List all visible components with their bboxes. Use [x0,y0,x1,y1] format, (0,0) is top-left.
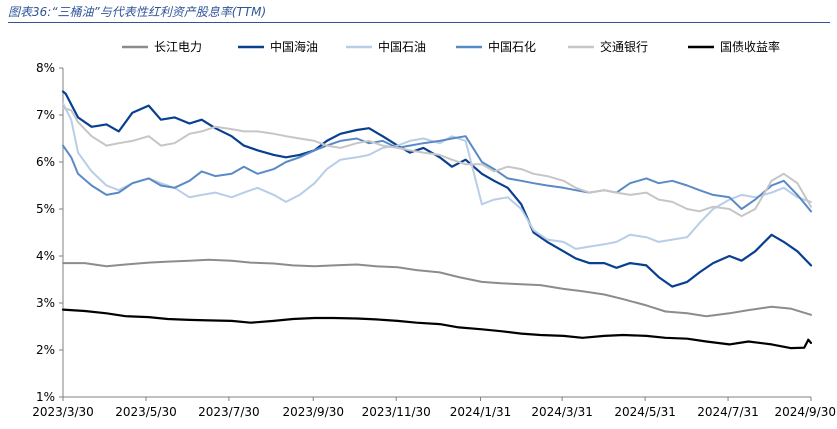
series-line-4 [62,106,812,218]
y-tick-label: 3% [36,296,55,310]
series-line-2 [62,102,812,250]
x-tick-label: 2023/9/30 [282,405,344,419]
y-tick-label: 8% [36,61,55,75]
series-line-0 [62,258,812,318]
title-underline [8,22,830,23]
x-tick-label: 2023/7/30 [198,405,260,419]
y-tick-label: 2% [36,343,55,357]
legend-label-1: 中国海油 [270,39,318,54]
x-tick-label: 2023/3/30 [32,405,94,419]
x-axis: 2023/3/30 2023/5/30 2023/7/30 2023/9/30 2023… [32,396,836,419]
legend-label-2: 中国石油 [378,39,426,54]
x-tick-label: 2024/1/31 [450,405,512,419]
series-layer [61,90,813,350]
series-line-5 [61,308,813,350]
x-tick-label: 2023/5/30 [115,405,177,419]
y-tick-label: 6% [36,155,55,169]
y-tick-label: 5% [36,202,55,216]
legend-label-5: 国债收益率 [720,39,780,54]
x-tick-label: 2024/9/30 [774,405,836,419]
y-tick-label: 4% [36,249,55,263]
legend-label-4: 交通银行 [600,39,648,54]
legend-label-0: 长江电力 [154,40,202,54]
x-tick-label: 2024/3/31 [531,405,593,419]
series-line-3 [62,135,812,213]
x-tick-label: 2023/11/30 [362,405,431,419]
y-axis: 1% 2% 3% 4% 5% 6% 7% 8% [36,61,64,404]
x-tick-label: 2024/5/31 [614,405,676,419]
y-tick-label: 7% [36,108,55,122]
figure-title: 图表36:“三桶油”与代表性红利资产股息率(TTM) [8,5,267,19]
y-tick-label: 1% [36,390,55,404]
series-line-1 [61,90,813,288]
x-tick-label: 2024/7/31 [697,405,759,419]
legend-label-3: 中国石化 [488,39,536,54]
legend: 长江电力 中国海油 中国石油 中国石化 交通银行 国债收益率 [122,39,780,54]
